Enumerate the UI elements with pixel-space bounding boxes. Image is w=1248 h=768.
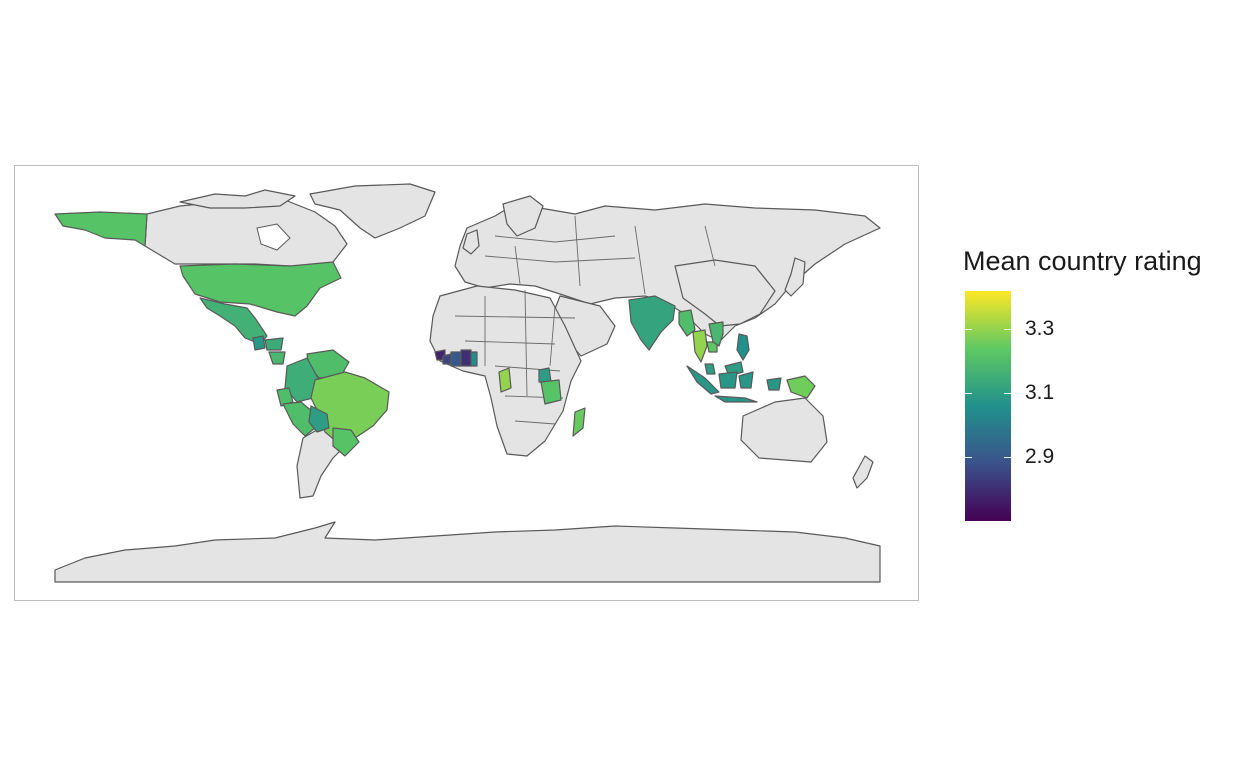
- country-madagascar: [572, 407, 586, 437]
- country-ghana: [470, 351, 478, 367]
- country-gabon: [498, 367, 512, 393]
- uk: [462, 229, 480, 255]
- scandinavia: [502, 195, 544, 237]
- country-usa: [54, 211, 342, 317]
- country-tanzania: [540, 379, 562, 405]
- eurasia: [454, 203, 881, 342]
- country-philippines: [736, 333, 750, 361]
- country-thailand: [692, 329, 708, 363]
- country-ecuador: [276, 387, 294, 407]
- rated-countries: [54, 211, 816, 457]
- country-vietnam: [708, 321, 724, 347]
- country-guatemala: [252, 335, 266, 351]
- legend-tick-label: 3.3: [1025, 317, 1055, 341]
- legend-tick-mark: [965, 393, 972, 395]
- country-borders: [454, 215, 716, 425]
- country-uganda: [538, 367, 552, 383]
- country-honduras: [264, 337, 284, 351]
- arctic-islands: [179, 189, 296, 209]
- legend-tick-mark: [1004, 329, 1011, 331]
- country-indonesia: [686, 365, 782, 403]
- legend-title: Mean country rating: [963, 246, 1202, 276]
- canada: [144, 199, 348, 273]
- legend-tick-mark: [965, 329, 972, 331]
- legend-tick-label: 2.9: [1025, 445, 1055, 469]
- japan: [784, 257, 806, 297]
- china-region: [674, 259, 776, 327]
- country-paraguay: [332, 427, 360, 457]
- country-nicaragua: [268, 351, 286, 365]
- country-myanmar: [678, 309, 696, 337]
- country-sierra-leone: [442, 353, 452, 365]
- country-cote-divoire: [460, 349, 472, 367]
- no-data-land: [54, 183, 881, 583]
- antarctica: [54, 521, 881, 583]
- legend-tick-mark: [965, 457, 972, 459]
- country-papua-new-guinea: [786, 375, 816, 399]
- legend-tick-mark: [1004, 393, 1011, 395]
- australia: [740, 397, 828, 463]
- new-zealand: [852, 455, 874, 489]
- greenland: [309, 183, 436, 239]
- country-bolivia: [308, 405, 330, 433]
- legend-colorbar: [965, 291, 1011, 521]
- legend-tick-mark: [1004, 457, 1011, 459]
- map-panel: [14, 165, 919, 601]
- world-map: [54, 183, 881, 583]
- country-india: [628, 295, 676, 351]
- legend-tick-label: 3.1: [1025, 381, 1055, 405]
- color-legend: Mean country rating 3.3 3.1 2.9: [963, 246, 1243, 536]
- country-liberia: [450, 351, 462, 367]
- hudson-bay: [256, 223, 291, 251]
